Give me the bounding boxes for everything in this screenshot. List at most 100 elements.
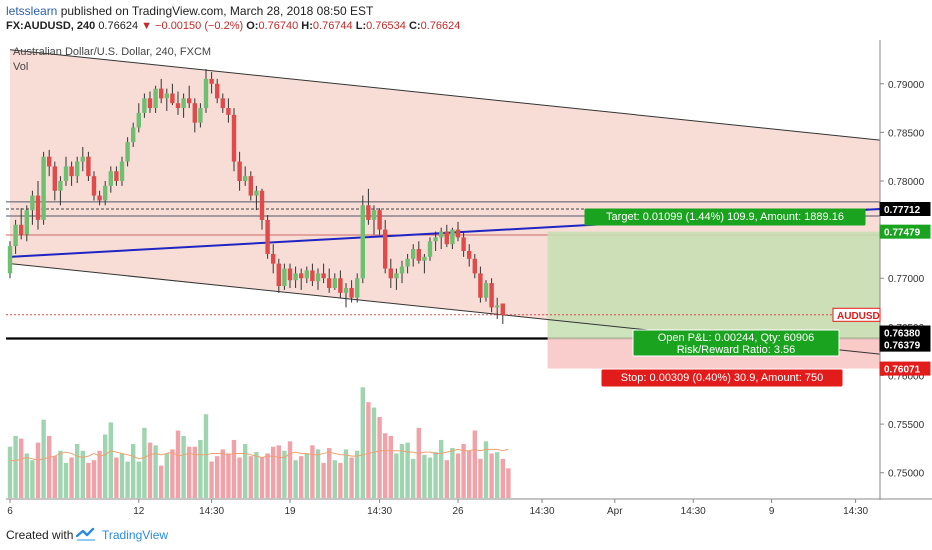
open-pl-label[interactable]: Open P&L: 0.00244, Qty: 60906Risk/Reward… [632, 329, 840, 357]
candle[interactable] [472, 253, 477, 279]
candle[interactable] [332, 273, 337, 290]
candle[interactable] [142, 93, 147, 118]
candle[interactable] [159, 78, 164, 104]
candle[interactable] [175, 91, 181, 115]
candle[interactable] [422, 253, 427, 274]
target-label[interactable]: Target: 0.01099 (1.44%) 109.9, Amount: 1… [584, 208, 866, 226]
candle[interactable] [399, 260, 405, 284]
candle[interactable] [80, 146, 85, 172]
candle[interactable] [259, 188, 265, 230]
candle[interactable] [405, 253, 410, 274]
candle[interactable] [170, 83, 175, 106]
axis-price-label: 0.77479 [879, 224, 931, 239]
candle[interactable] [108, 166, 113, 193]
candle[interactable] [164, 88, 169, 111]
candle[interactable] [203, 69, 209, 113]
candle[interactable] [371, 205, 377, 235]
candle[interactable] [41, 151, 46, 225]
candle[interactable] [383, 219, 388, 274]
candle[interactable] [461, 231, 466, 257]
candle[interactable] [58, 176, 63, 206]
candle[interactable] [220, 93, 225, 113]
price-chart[interactable]: Target: 0.01099 (1.44%) 109.9, Amount: 1… [0, 40, 932, 522]
candle-body [450, 229, 455, 245]
candle[interactable] [153, 85, 158, 113]
candle[interactable] [7, 241, 13, 279]
candle[interactable] [450, 227, 455, 250]
candle[interactable] [282, 263, 287, 290]
candle[interactable] [478, 266, 483, 303]
candle[interactable] [411, 244, 416, 267]
candle[interactable] [265, 215, 270, 259]
candle[interactable] [226, 98, 231, 123]
candle[interactable] [243, 166, 248, 186]
candle[interactable] [416, 241, 421, 264]
candle[interactable] [192, 98, 197, 133]
author-link[interactable]: letsslearn [6, 4, 58, 18]
candle[interactable] [13, 219, 18, 254]
candle[interactable] [360, 195, 365, 284]
y-tick-label: 0.78000 [888, 177, 925, 188]
candle[interactable] [343, 283, 349, 308]
candle[interactable] [215, 78, 220, 104]
candle[interactable] [310, 263, 315, 287]
candle[interactable] [377, 208, 382, 235]
candle[interactable] [187, 85, 192, 109]
candle[interactable] [147, 91, 153, 113]
candle[interactable] [30, 190, 35, 225]
stop-label[interactable]: Stop: 0.00309 (0.40%) 30.9, Amount: 750 [601, 369, 843, 387]
candle[interactable] [254, 185, 259, 211]
candle[interactable] [181, 93, 186, 118]
candle[interactable] [19, 208, 24, 240]
candle[interactable] [86, 151, 91, 181]
candle[interactable] [433, 231, 438, 252]
candle[interactable] [455, 221, 461, 242]
candle[interactable] [427, 237, 433, 261]
candle[interactable] [500, 303, 505, 324]
candle[interactable] [248, 171, 253, 201]
candle[interactable] [271, 244, 276, 274]
candle[interactable] [114, 166, 119, 186]
candle[interactable] [444, 224, 449, 248]
candle[interactable] [287, 263, 293, 288]
candle[interactable] [489, 278, 494, 313]
candle[interactable] [315, 268, 321, 290]
candle[interactable] [75, 156, 80, 183]
candle[interactable] [304, 266, 309, 284]
tradingview-brand[interactable]: TradingView [102, 528, 169, 542]
candle[interactable] [103, 180, 108, 206]
candle[interactable] [47, 149, 52, 177]
candle-body [30, 195, 35, 211]
candle[interactable] [97, 190, 102, 206]
candle[interactable] [131, 122, 136, 147]
candle[interactable] [394, 268, 399, 290]
candle[interactable] [237, 151, 242, 191]
candle[interactable] [276, 258, 281, 293]
candle[interactable] [483, 280, 489, 302]
channel-upper-line[interactable] [9, 49, 881, 141]
candle[interactable] [24, 205, 29, 242]
candle[interactable] [495, 297, 500, 320]
candle[interactable] [136, 103, 141, 133]
candle[interactable] [338, 270, 343, 298]
candle[interactable] [52, 161, 57, 201]
candle[interactable] [63, 156, 69, 186]
candle[interactable] [231, 108, 237, 172]
candle[interactable] [439, 227, 444, 250]
candle[interactable] [388, 258, 393, 288]
candle[interactable] [209, 72, 214, 94]
candle[interactable] [198, 103, 203, 128]
candle[interactable] [119, 156, 125, 186]
candle[interactable] [366, 188, 371, 225]
candle[interactable] [349, 280, 354, 303]
candle[interactable] [125, 137, 130, 167]
candle[interactable] [91, 171, 97, 201]
candle[interactable] [35, 180, 41, 230]
candle[interactable] [69, 161, 74, 186]
candle[interactable] [467, 244, 472, 267]
candle[interactable] [321, 263, 326, 284]
candle[interactable] [355, 273, 360, 303]
candle[interactable] [293, 266, 298, 288]
candle[interactable] [299, 268, 304, 290]
candle[interactable] [327, 268, 332, 293]
